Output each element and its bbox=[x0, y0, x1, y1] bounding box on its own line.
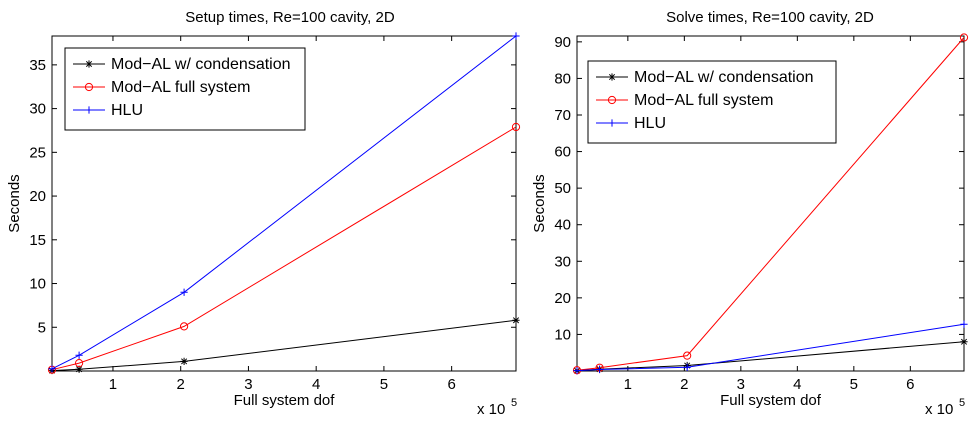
y-tick-label: 40 bbox=[554, 217, 571, 234]
data-point bbox=[512, 32, 520, 40]
data-point bbox=[960, 320, 968, 328]
data-point bbox=[179, 322, 189, 331]
data-point bbox=[595, 365, 604, 374]
y-tick-label: 5 bbox=[38, 319, 46, 336]
legend-marker bbox=[84, 82, 94, 92]
y-axis-label: Seconds bbox=[531, 174, 548, 232]
x-tick-label: 5 bbox=[380, 376, 388, 393]
series-line bbox=[51, 126, 517, 371]
x-tick-label: 3 bbox=[737, 376, 745, 393]
x-axis-label: Full system dof bbox=[234, 392, 336, 409]
legend-label: HLU bbox=[111, 102, 143, 119]
y-tick-label: 90 bbox=[554, 34, 571, 51]
series-3 bbox=[48, 32, 520, 373]
legend-marker bbox=[85, 60, 93, 68]
y-tick-label: 35 bbox=[29, 57, 46, 74]
legend-marker bbox=[608, 119, 616, 127]
legend-label: Mod−AL full system bbox=[634, 92, 773, 109]
chart-panel-2: Solve times, Re=100 cavity, 2D 1 2 3 4 5 6 10 20… bbox=[531, 9, 969, 418]
data-point bbox=[573, 367, 581, 375]
y-tick-label: 20 bbox=[29, 188, 46, 205]
data-point bbox=[683, 363, 691, 371]
data-point bbox=[180, 288, 188, 296]
y-tick-label: 15 bbox=[29, 232, 46, 249]
legend-label: HLU bbox=[634, 115, 666, 132]
legend-marker bbox=[607, 95, 617, 105]
y-tick-label: 30 bbox=[29, 101, 46, 118]
x-multiplier-exponent: 5 bbox=[959, 397, 965, 409]
x-tick-label: 5 bbox=[850, 376, 858, 393]
data-point bbox=[960, 338, 968, 346]
legend-label: Mod−AL w/ condensation bbox=[634, 69, 814, 86]
series-line bbox=[576, 323, 965, 372]
x-tick-label: 2 bbox=[680, 376, 688, 393]
y-tick-label: 60 bbox=[554, 144, 571, 161]
data-point bbox=[74, 359, 84, 368]
series-line bbox=[51, 319, 517, 372]
chart-panel-1: Setup times, Re=100 cavity, 2D 1 2 3 4 5 6 5 10 1… bbox=[6, 9, 521, 418]
y-tick-label: 80 bbox=[554, 70, 571, 87]
legend: Mod−AL w/ condensation Mod−AL full system… bbox=[587, 60, 837, 144]
data-point bbox=[959, 33, 969, 42]
data-point bbox=[683, 351, 692, 360]
x-multiplier-base: x 10 bbox=[925, 401, 953, 418]
legend-label: Mod−AL full system bbox=[111, 79, 250, 96]
legend-label: Mod−AL w/ condensation bbox=[111, 56, 291, 73]
y-tick-label: 20 bbox=[554, 290, 571, 307]
y-tick-label: 30 bbox=[554, 253, 571, 270]
series-line bbox=[51, 35, 517, 370]
y-axis-label: Seconds bbox=[6, 174, 23, 232]
x-axis-label: Full system dof bbox=[720, 392, 822, 409]
chart-title: Solve times, Re=100 cavity, 2D bbox=[666, 9, 874, 26]
data-point bbox=[180, 357, 188, 365]
data-point bbox=[48, 365, 56, 373]
legend: Mod−AL w/ condensation Mod−AL full system… bbox=[64, 47, 306, 131]
data-point bbox=[75, 365, 83, 373]
series-3 bbox=[573, 320, 968, 375]
legend-box bbox=[64, 47, 306, 131]
x-tick-label: 2 bbox=[177, 376, 185, 393]
legend-marker bbox=[608, 73, 616, 81]
y-tick-label: 25 bbox=[29, 144, 46, 161]
x-multiplier-exponent: 5 bbox=[511, 397, 517, 409]
data-point bbox=[75, 351, 83, 359]
chart-title: Setup times, Re=100 cavity, 2D bbox=[185, 9, 395, 26]
series-2 bbox=[47, 122, 521, 374]
x-tick-label: 4 bbox=[312, 376, 320, 393]
x-tick-label: 4 bbox=[793, 376, 801, 393]
x-tick-label: 3 bbox=[244, 376, 252, 393]
legend-box bbox=[587, 60, 837, 144]
y-tick-label: 10 bbox=[29, 276, 46, 293]
x-tick-label: 6 bbox=[447, 376, 455, 393]
y-tick-label: 70 bbox=[554, 107, 571, 124]
y-tick-label: 10 bbox=[554, 326, 571, 343]
x-tick-label: 1 bbox=[624, 376, 632, 393]
x-multiplier-base: x 10 bbox=[477, 401, 505, 418]
x-tick-label: 1 bbox=[109, 376, 117, 393]
data-point bbox=[511, 122, 521, 132]
series-line bbox=[576, 37, 965, 371]
x-tick-label: 6 bbox=[906, 376, 914, 393]
legend-marker bbox=[85, 106, 93, 114]
y-tick-label: 50 bbox=[554, 180, 571, 197]
data-point bbox=[512, 316, 520, 324]
